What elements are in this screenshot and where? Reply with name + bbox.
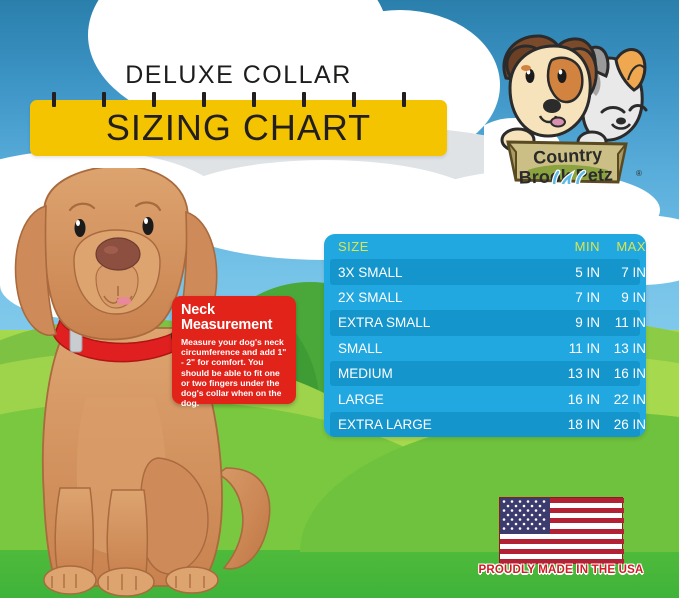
table-row: MEDIUM 13 IN 16 IN [324,360,646,387]
sizing-table: SIZE MIN MAX 3X SMALL 5 IN 7 IN 2X SMALL… [324,234,646,437]
cell-max: 16 IN [613,366,646,382]
cell-min: 13 IN [567,366,600,382]
cell-size: EXTRA SMALL [338,315,431,331]
cell-min: 5 IN [575,264,600,280]
flag-stars [502,500,546,530]
callout-title-line1: Neck [181,302,215,318]
cell-min: 7 IN [575,289,600,305]
neck-measurement-callout: Neck Measurement Measure your dog's neck… [172,296,296,408]
cell-size: 2X SMALL [338,289,403,305]
table-row: EXTRA LARGE 18 IN 26 IN [324,411,646,437]
country-brook-petz-logo: Country Brook Petz ® [484,24,650,184]
cell-size: LARGE [338,391,384,407]
ruler-tick [302,92,306,107]
logo-line2: Brook Petz [518,164,613,184]
ruler-tick [402,92,406,107]
cell-min: 16 IN [567,391,600,407]
cell-min: 11 IN [568,340,600,356]
cell-size: SMALL [338,340,383,356]
table-header-row: SIZE MIN MAX [324,234,646,259]
ruler-tick [352,92,356,107]
callout-title-line2: Measurement [181,317,273,333]
cell-size: EXTRA LARGE [338,416,432,432]
flag-stripe [500,518,624,524]
cell-max: 22 IN [613,391,646,407]
ruler-tick [252,92,256,107]
cell-size: 3X SMALL [338,264,403,280]
ruler-tick [102,92,106,107]
ruler-tick [152,92,156,107]
cell-max: 11 IN [614,315,646,331]
usa-flag [499,497,624,564]
ruler-banner: SIZING CHART [30,92,447,156]
flag-stripe [500,508,624,514]
flag-canton [500,498,550,534]
table-row: EXTRA SMALL 9 IN 11 IN [324,310,646,336]
column-header-min: MIN [574,239,600,255]
page-title: SIZING CHART [105,107,372,148]
subtitle-deluxe-collar: DELUXE COLLAR [125,61,352,89]
table-row: LARGE 16 IN 22 IN [324,386,646,411]
flag-stripe [500,558,624,564]
cell-max: 13 IN [613,340,646,356]
cell-max: 26 IN [613,416,646,432]
registered-mark: ® [636,169,642,178]
cell-min: 18 IN [567,416,600,432]
cell-min: 9 IN [575,315,600,331]
table-row: 3X SMALL 5 IN 7 IN [324,259,646,286]
flag-stripe [500,548,624,554]
cell-size: MEDIUM [338,366,393,382]
logo-line1: Country [533,144,603,168]
made-in-usa-text: PROUDLY MADE IN THE USA [478,564,644,576]
table-row: 2X SMALL 7 IN 9 IN [324,285,646,310]
ruler-tick [52,92,56,107]
flag-field [499,497,624,564]
flag-stripe [500,498,624,504]
table-row: SMALL 11 IN 13 IN [324,336,646,361]
column-header-max: MAX [616,239,646,255]
flag-stripe [500,528,624,534]
ruler-tick [202,92,206,107]
flag-stripe [500,538,624,544]
callout-body: Measure your dog's neck circumference an… [181,337,287,409]
cell-max: 9 IN [621,289,646,305]
cell-max: 7 IN [621,264,646,280]
dog-illustration [8,165,298,598]
column-header-size: SIZE [338,239,369,255]
